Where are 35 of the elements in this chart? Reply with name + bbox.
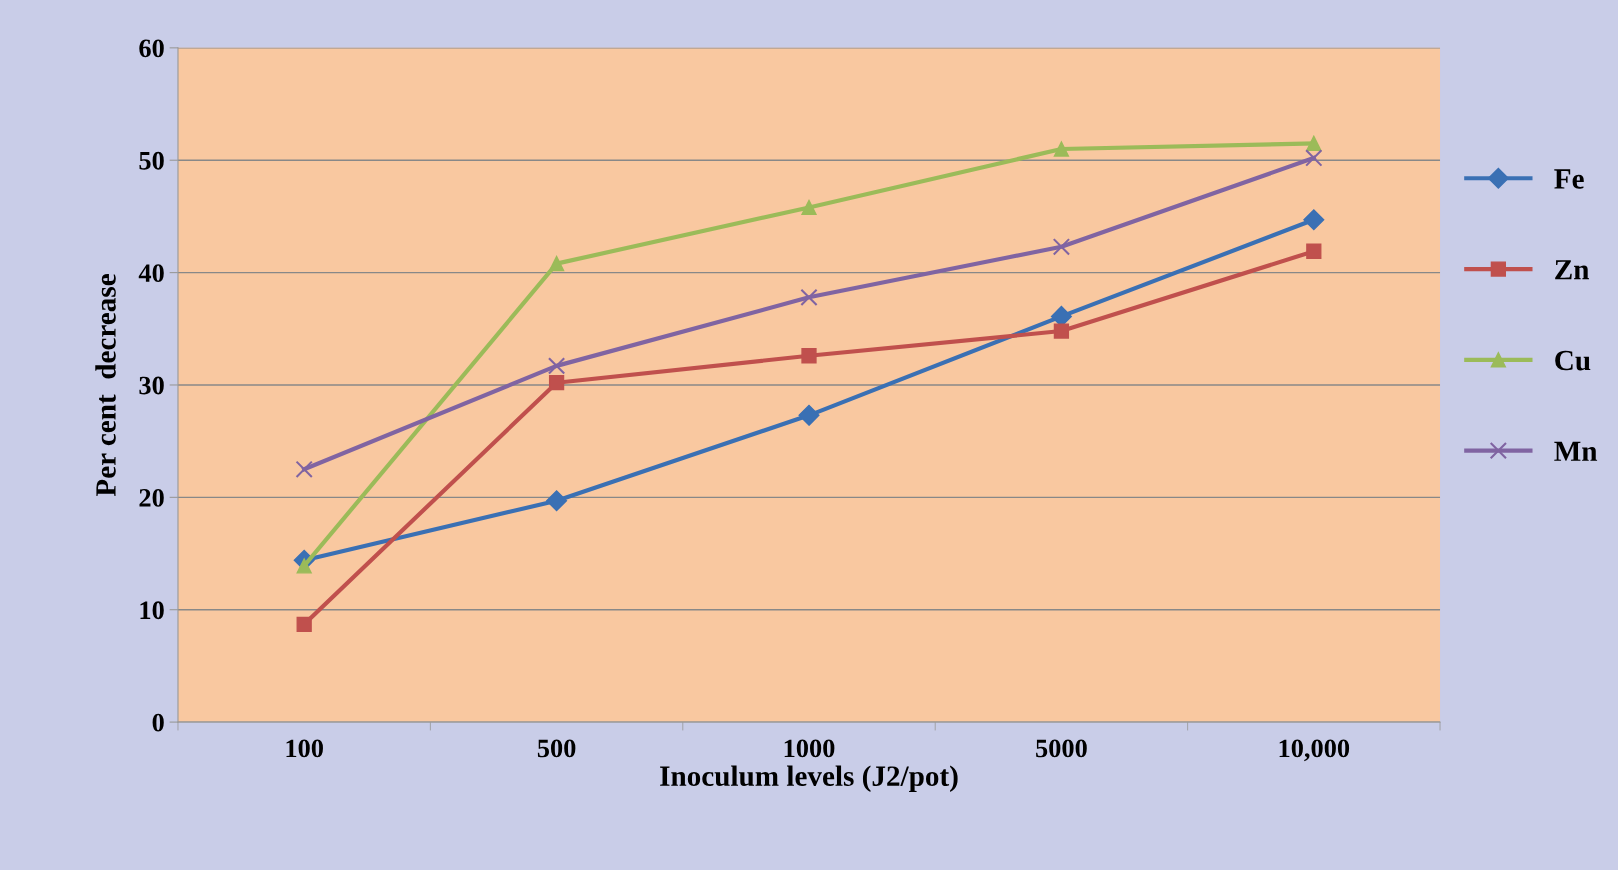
y-tick-label: 60 (139, 39, 164, 58)
legend-label: Mn (1554, 441, 1598, 461)
point (801, 199, 817, 216)
point (1306, 135, 1322, 152)
point (801, 348, 817, 364)
y-axis-title: Per cent decrease (95, 274, 116, 497)
point (548, 375, 565, 391)
x-axis-title: Inoculum levels (J2/pot) (660, 765, 958, 792)
x-tick-label: 500 (537, 739, 576, 758)
point (295, 460, 313, 478)
point (1052, 238, 1071, 256)
legend-label: Zn (1555, 260, 1590, 280)
point (296, 616, 312, 632)
y-tick-label: 40 (138, 264, 164, 283)
point (1306, 243, 1322, 259)
point (1305, 149, 1323, 167)
y-tick-label: 20 (139, 488, 164, 507)
x-tick-label: 1000 (784, 739, 835, 758)
x-tick-label: 5000 (1036, 739, 1087, 758)
point (798, 404, 820, 426)
point (546, 490, 568, 512)
point (1303, 209, 1325, 231)
point (800, 288, 818, 306)
legend-label: Fe (1554, 169, 1584, 189)
point (1053, 323, 1070, 339)
point (1053, 141, 1070, 157)
y-tick-label: 0 (152, 713, 164, 732)
y-tick-label: 50 (139, 151, 164, 170)
legend-label: Cu (1555, 350, 1591, 371)
y-tick-label: 30 (139, 376, 164, 395)
x-tick-label: 10,000 (1279, 739, 1350, 762)
x-tick-label: 100 (286, 739, 323, 758)
y-tick-label: 10 (140, 601, 164, 620)
point (548, 255, 565, 272)
point (547, 357, 566, 375)
